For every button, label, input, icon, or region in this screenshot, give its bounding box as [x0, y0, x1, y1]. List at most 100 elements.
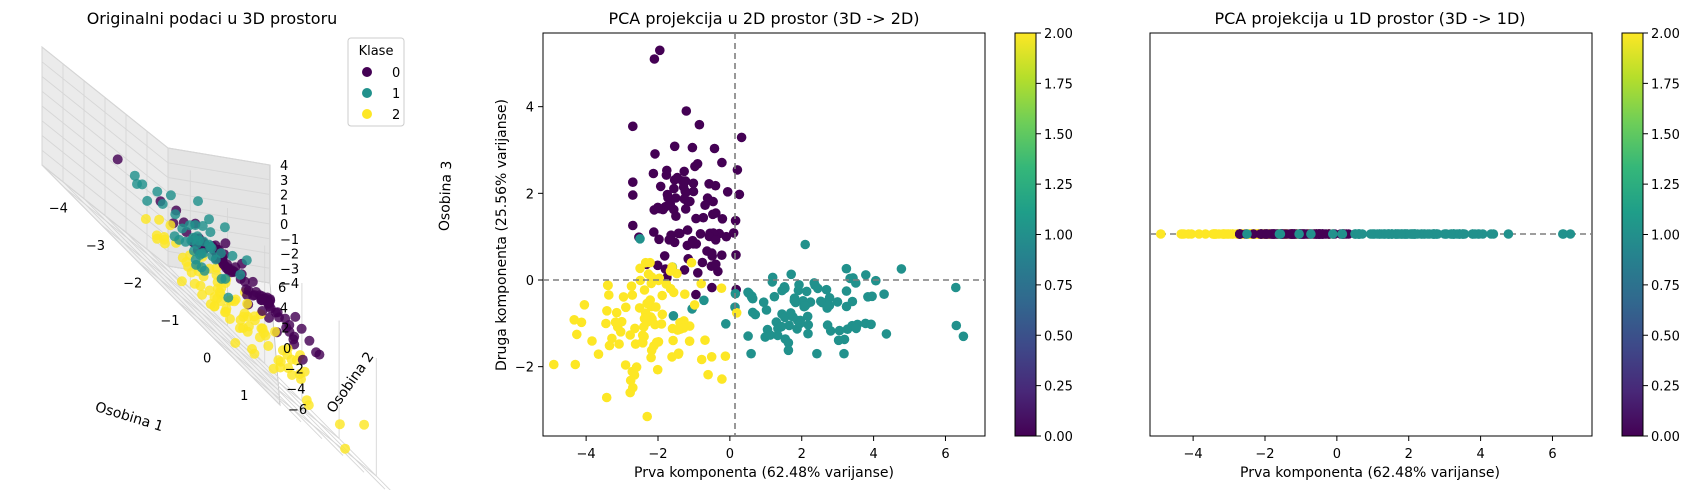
data-point-class2: [639, 285, 650, 295]
x-tick-label: −1: [160, 314, 179, 329]
data-point-class1: [205, 241, 216, 252]
data-point-class1: [1306, 229, 1316, 239]
x-tick-label: 1: [240, 389, 248, 404]
data-point-class1: [1439, 229, 1450, 239]
data-point-class2: [140, 214, 151, 224]
data-point-class0: [112, 154, 123, 165]
data-point-class1: [847, 296, 858, 307]
data-point-class2: [625, 375, 636, 386]
data-point-class2: [646, 345, 657, 356]
colorbar-tick-label: 0.25: [1044, 380, 1073, 395]
data-point-class1: [881, 329, 892, 339]
data-point-class2: [668, 335, 678, 346]
data-point-class0: [691, 213, 701, 224]
data-point-class1: [196, 262, 207, 273]
data-point-class1: [794, 280, 804, 290]
data-point-class2: [625, 330, 635, 340]
data-point-class2: [195, 280, 206, 291]
data-point-class0: [711, 259, 721, 270]
panel-2d-colorbar-ticks: 0.00 0.25 0.50 0.75 1.00 1.25 1.50 1.75 2.00: [1036, 27, 1073, 445]
data-point-class2: [673, 348, 684, 359]
data-point-class1: [190, 254, 201, 265]
data-point-class0: [290, 311, 301, 322]
data-point-class2: [221, 303, 232, 314]
data-point-class0: [682, 225, 693, 235]
data-point-class0: [669, 183, 679, 194]
data-point-class2: [257, 323, 268, 334]
data-point-class2: [176, 276, 187, 287]
panel-2d-xticks: −4 −2 0 2 4 6: [577, 436, 950, 462]
data-point-class2: [626, 281, 637, 292]
data-point-class2: [653, 337, 664, 347]
data-point-class1: [1294, 229, 1304, 239]
data-point-class2: [604, 340, 615, 351]
data-point-class1: [851, 323, 861, 334]
data-point-class1: [841, 263, 852, 274]
data-point-class0: [655, 181, 666, 192]
data-point-class2: [197, 289, 208, 300]
data-point-class2: [1217, 229, 1228, 239]
data-point-class2: [635, 263, 645, 274]
colorbar-tick-label: 1.50: [1044, 128, 1073, 143]
x-tick-label: 6: [941, 447, 949, 462]
data-point-class2: [1225, 229, 1236, 239]
legend-box: [347, 37, 405, 127]
data-point-class2: [610, 317, 621, 328]
data-point-class0: [679, 265, 690, 275]
data-point-class2: [602, 306, 612, 316]
data-point-class1: [743, 331, 753, 341]
x-tick-label: 4: [1476, 447, 1484, 462]
data-point-class1: [635, 234, 645, 244]
data-point-class0: [679, 194, 689, 204]
gridline: [41, 105, 169, 208]
data-point-class1: [842, 324, 853, 335]
data-point-class1: [769, 291, 780, 302]
data-point-class2: [668, 287, 679, 298]
gridline: [167, 206, 271, 225]
gridline: [41, 90, 169, 193]
data-point-class2: [301, 395, 312, 406]
panel-1d-title: PCA projekcija u 1D prostor (3D -> 1D): [1214, 9, 1525, 28]
data-point-class0: [655, 45, 665, 56]
data-point-class0: [1235, 229, 1245, 239]
data-point-class1: [816, 296, 826, 307]
data-point-class2: [627, 290, 638, 300]
data-point-class0: [693, 268, 703, 278]
data-point-class2: [642, 298, 652, 309]
panel-2d-xlabel: Prva komponenta (62.48% varijanse): [634, 465, 894, 481]
data-point-class2: [282, 343, 293, 354]
data-point-class1: [1337, 229, 1348, 239]
colorbar-tick-label: 1.25: [1044, 178, 1073, 193]
data-point-class2: [296, 374, 306, 385]
data-point-class2: [160, 238, 170, 249]
data-point-class1: [866, 319, 876, 330]
data-point-class1: [951, 282, 961, 293]
data-point-class2: [637, 337, 648, 348]
data-point-class0: [728, 228, 739, 238]
data-point-class0: [281, 322, 292, 333]
colorbar-tick-label: 1.50: [1651, 128, 1680, 143]
z-tick-label: 4: [280, 159, 288, 174]
data-point-class2: [618, 292, 629, 302]
colorbar-tick-label: 0.50: [1651, 329, 1680, 344]
data-point-class1: [746, 292, 757, 303]
data-point-class2: [635, 275, 646, 286]
data-point-class1: [1365, 229, 1376, 239]
data-point-class2: [334, 419, 345, 430]
y-tick-label: −2: [285, 362, 304, 377]
legend-marker-class2: [362, 109, 372, 119]
data-point-class0: [717, 250, 727, 260]
data-point-class1: [951, 320, 962, 331]
data-point-class2: [225, 314, 235, 324]
data-point-class2: [696, 278, 706, 289]
x-tick-label: 0: [1333, 447, 1341, 462]
legend-marker-class1: [362, 88, 372, 98]
data-point-class1: [220, 273, 231, 284]
y-tick-label: 2: [281, 322, 289, 337]
data-point-class0: [680, 204, 691, 214]
data-point-class2: [628, 382, 638, 393]
panel-3d-legend: Klase 0 1 2: [347, 37, 405, 127]
data-point-class1: [177, 223, 188, 234]
data-point-class2: [621, 302, 631, 313]
colorbar-tick-label: 1.00: [1044, 229, 1073, 244]
